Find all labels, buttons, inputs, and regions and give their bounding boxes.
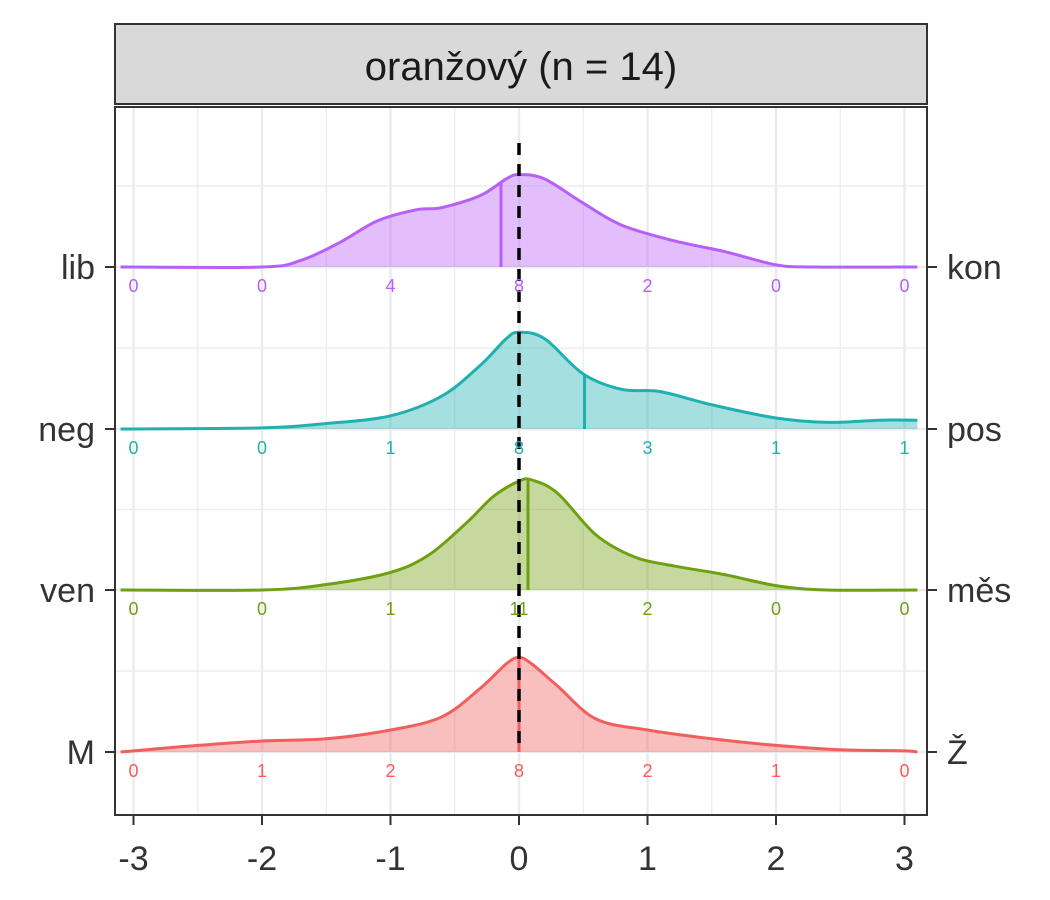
panel-background (115, 107, 927, 815)
x-tick-label: 3 (895, 840, 914, 878)
count-label: 0 (128, 599, 138, 619)
ridge-ven-měs (120, 477, 918, 592)
count-label: 2 (385, 761, 395, 781)
facet-title: oranžový (n = 14) (365, 45, 677, 89)
count-label: 3 (642, 438, 652, 458)
facet-strip: oranžový (n = 14) (114, 23, 928, 105)
facet-strip-background (114, 23, 928, 105)
count-label: 0 (257, 599, 267, 619)
count-label: 0 (771, 276, 781, 296)
count-label: 0 (128, 276, 138, 296)
count-label: 1 (385, 438, 395, 458)
y-tick-label-right: Ž (947, 734, 968, 772)
density-area (120, 478, 918, 591)
x-tick-label: -3 (118, 840, 148, 878)
count-label: 1 (385, 599, 395, 619)
count-label: 0 (899, 761, 909, 781)
panel-border (114, 106, 928, 816)
y-tick-label-right: kon (947, 249, 1002, 287)
count-label: 8 (514, 276, 524, 296)
x-tick-label: 1 (638, 840, 657, 878)
grid-lines (115, 107, 927, 815)
count-label: 0 (771, 599, 781, 619)
x-tick-label: 0 (510, 840, 529, 878)
count-label: 11 (510, 599, 529, 619)
count-label: 0 (128, 761, 138, 781)
bin-count-labels: 0 1 2 8 2 1 00 0 1 11 2 0 00 0 1 8 3 1 10 0 4 8 2 0 0 (128, 276, 909, 781)
y-tick-label-left: ven (40, 572, 95, 610)
x-tick-label: -1 (375, 840, 405, 878)
y-tick-label-right: měs (947, 572, 1011, 610)
count-label: 1 (771, 438, 781, 458)
y-tick-label-right: pos (947, 411, 1002, 449)
y-tick-label-left: lib (61, 249, 95, 287)
y-tick-label-left: M (67, 734, 95, 772)
count-label: 0 (257, 276, 267, 296)
density-line (120, 330, 918, 431)
count-label: 0 (257, 438, 267, 458)
count-label: 1 (257, 761, 267, 781)
x-tick-label: -2 (247, 840, 277, 878)
density-area (120, 174, 918, 268)
density-line (120, 477, 918, 592)
count-label: 2 (642, 599, 652, 619)
count-label: 2 (642, 761, 652, 781)
count-label: 8 (514, 761, 524, 781)
count-label: 0 (899, 276, 909, 296)
count-label: 1 (771, 761, 781, 781)
count-label: 1 (899, 438, 909, 458)
x-axis: -3 -2 -1 0 1 2 3 (118, 815, 914, 878)
y-tick-label-left: neg (38, 411, 95, 449)
count-label: 8 (514, 438, 524, 458)
density-line (120, 173, 918, 269)
count-label: 4 (385, 276, 395, 296)
x-tick-label: 2 (767, 840, 786, 878)
count-label: 2 (642, 276, 652, 296)
count-label: 0 (128, 438, 138, 458)
count-label: 0 (899, 599, 909, 619)
ridge-lib-kon (120, 173, 918, 269)
